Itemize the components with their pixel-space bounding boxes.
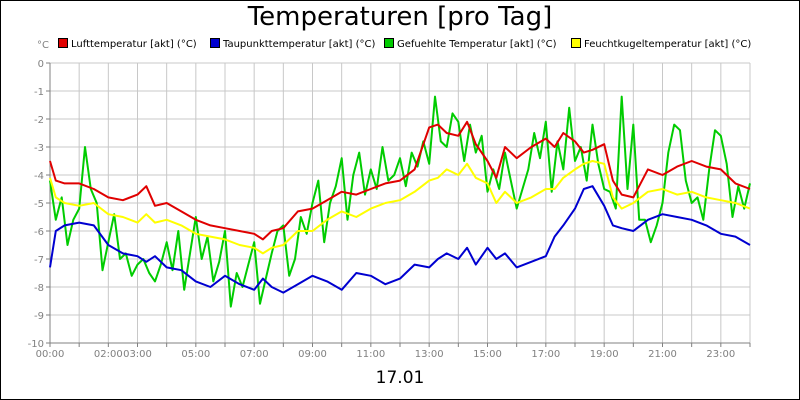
- chart-title: Temperaturen [pro Tag]: [247, 2, 553, 32]
- legend-swatch-red: [58, 38, 68, 48]
- y-tick-label: 0: [38, 59, 44, 70]
- x-tick-label: 21:00: [648, 349, 677, 360]
- y-tick-label: -8: [34, 283, 44, 294]
- series-line-feuchtkugeltemperatur: [49, 160, 751, 255]
- x-tick-label: 02:00: [94, 349, 123, 360]
- y-tick-label: -3: [34, 143, 44, 154]
- series-line-taupunkttemperatur: [49, 185, 751, 294]
- y-tick-label: -7: [34, 255, 44, 266]
- legend-label: Gefuehlte Temperatur [akt] (°C): [397, 39, 557, 50]
- legend-item-feuchtkugeltemperatur: Feuchtkugeltemperatur [akt] (°C): [571, 38, 751, 50]
- x-tick-label: 19:00: [590, 349, 619, 360]
- x-tick-label: 17:00: [531, 349, 560, 360]
- y-tick-label: -10: [28, 339, 44, 350]
- x-tick-label: 05:00: [181, 349, 210, 360]
- y-axis-unit: °C: [37, 40, 49, 51]
- x-tick-label: 07:00: [240, 349, 269, 360]
- x-tick-label: 03:00: [123, 349, 152, 360]
- legend-swatch-yellow: [571, 38, 581, 48]
- legend-label: Taupunkttemperatur [akt] (°C): [223, 39, 376, 50]
- legend-item-gefuehlte-temperatur: Gefuehlte Temperatur [akt] (°C): [384, 38, 556, 50]
- x-axis-date-label: 17.01: [375, 368, 425, 388]
- y-tick-label: -1: [34, 87, 44, 98]
- x-tick-label: 11:00: [356, 349, 385, 360]
- y-tick-label: -6: [34, 227, 44, 238]
- y-tick-label: -4: [34, 171, 44, 182]
- series-line-lufttemperatur: [49, 120, 751, 241]
- x-tick-label: 09:00: [298, 349, 327, 360]
- x-tick-label: 13:00: [415, 349, 444, 360]
- y-tick-label: -5: [34, 199, 44, 210]
- legend-label: Feuchtkugeltemperatur [akt] (°C): [584, 39, 752, 50]
- x-tick-label: 15:00: [473, 349, 502, 360]
- legend-swatch-blue: [210, 38, 220, 48]
- y-tick-label: -2: [34, 115, 44, 126]
- x-tick-label: 00:00: [36, 349, 65, 360]
- legend-item-taupunkttemperatur: Taupunkttemperatur [akt] (°C): [210, 38, 375, 50]
- legend-label: Lufttemperatur [akt] (°C): [71, 39, 197, 50]
- legend-item-lufttemperatur: Lufttemperatur [akt] (°C): [58, 38, 197, 50]
- legend-swatch-green: [384, 38, 394, 48]
- y-tick-label: -9: [34, 311, 44, 322]
- series-line-gefuehlte-temperatur: [49, 95, 751, 308]
- x-tick-label: 23:00: [706, 349, 735, 360]
